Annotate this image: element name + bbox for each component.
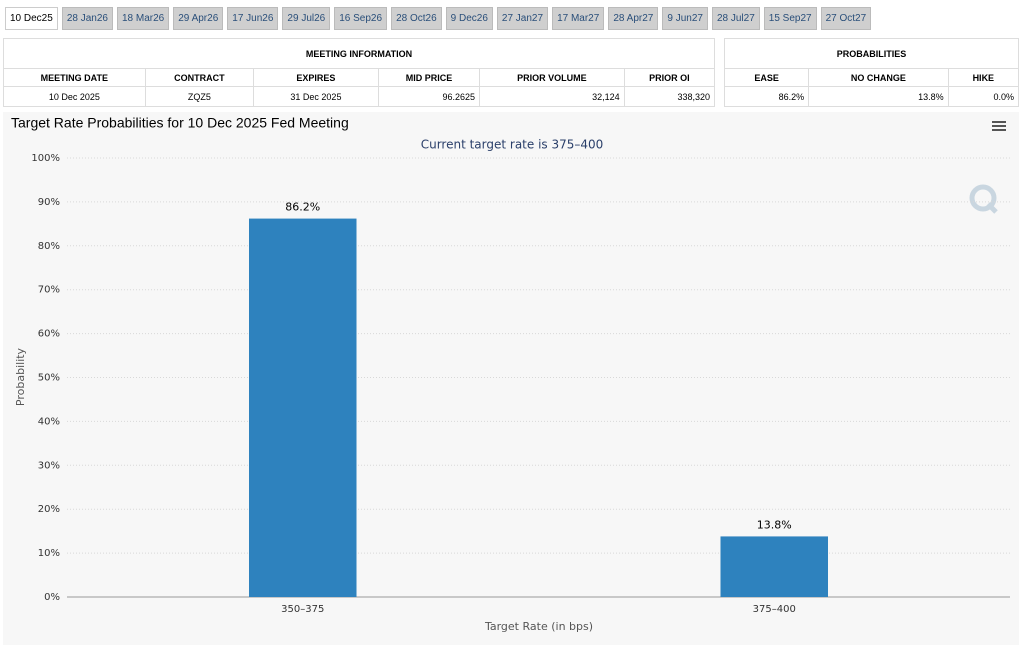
- y-tick-label: 50%: [38, 373, 60, 384]
- y-tick-label: 0%: [44, 592, 60, 603]
- column-header: EASE: [723, 68, 810, 87]
- tab[interactable]: 10 Dec25: [5, 7, 58, 30]
- column-header: PRIOR VOLUME: [479, 68, 625, 87]
- tab[interactable]: 27 Jan27: [496, 7, 549, 30]
- chart-subtitle: Current target rate is 375–400: [421, 138, 604, 152]
- tab[interactable]: 28 Oct26: [391, 7, 442, 30]
- header-row: MEETING DATE CONTRACT EXPIRES MID PRICE PRIO…: [3, 68, 716, 87]
- data-row: 10 Dec 2025 ZQZ5 31 Dec 2025 96.2625 32,124 3…: [3, 86, 716, 107]
- data-row: 86.2% 13.8% 0.0%: [723, 86, 1020, 107]
- chart-panel: [3, 112, 1019, 645]
- tab[interactable]: 9 Jun27: [662, 7, 708, 30]
- y-tick-label: 10%: [38, 548, 60, 559]
- title-row: MEETING INFORMATION: [3, 38, 715, 69]
- tab[interactable]: 16 Sep26: [334, 7, 388, 30]
- meeting-info-table: MEETING INFORMATION MEETING DATE CONTRACT E…: [3, 38, 716, 107]
- cell: 338,320: [623, 86, 716, 107]
- y-tick-label: 70%: [38, 285, 60, 296]
- cell: ZQZ5: [144, 86, 254, 107]
- cell: 0.0%: [947, 86, 1020, 107]
- data-label: 13.8%: [757, 518, 792, 531]
- column-header: MID PRICE: [377, 68, 481, 87]
- tab[interactable]: 28 Apr27: [608, 7, 659, 30]
- cell: 31 Dec 2025: [252, 86, 379, 107]
- x-tick-label: 375–400: [753, 604, 796, 615]
- y-tick-label: 60%: [38, 329, 60, 340]
- column-header: MEETING DATE: [3, 68, 146, 87]
- column-header: CONTRACT: [144, 68, 254, 87]
- tab[interactable]: 29 Jul26: [282, 7, 331, 30]
- column-header: EXPIRES: [252, 68, 379, 87]
- x-axis-label: Target Rate (in bps): [484, 620, 593, 633]
- bar: [720, 536, 829, 597]
- cell: 96.2625: [377, 86, 481, 107]
- data-label: 86.2%: [285, 201, 320, 214]
- y-tick-label: 80%: [38, 241, 60, 252]
- column-header: HIKE: [947, 68, 1020, 87]
- logo: [969, 184, 998, 214]
- y-tick-label: 30%: [38, 460, 60, 471]
- tab[interactable]: 17 Mar27: [552, 7, 605, 30]
- tab[interactable]: 9 Dec26: [445, 7, 493, 30]
- y-tick-label: 40%: [38, 416, 60, 427]
- title-row: PROBABILITIES: [724, 38, 1019, 69]
- y-axis-label: Probability: [14, 347, 27, 406]
- x-tick-label: 350–375: [281, 604, 324, 615]
- tab[interactable]: 15 Sep27: [763, 7, 817, 30]
- column-header: PRIOR OI: [623, 68, 716, 87]
- tab[interactable]: 17 Jun26: [227, 7, 279, 30]
- table-title: MEETING INFORMATION: [3, 38, 715, 69]
- tab-bar: 10 Dec25 28 Jan26 18 Mar26 29 Apr26 17 Jun26…: [5, 7, 872, 30]
- tab[interactable]: 28 Jul27: [711, 7, 760, 30]
- cell: 13.8%: [808, 86, 949, 107]
- probabilities-table: PROBABILITIES EASE NO CHANGE HIKE 86.2% 13.8%…: [723, 38, 1020, 107]
- cell: 32,124: [479, 86, 625, 107]
- menu-icon[interactable]: [992, 121, 1006, 131]
- chart-title: Target Rate Probabilities for 10 Dec 202…: [11, 115, 349, 131]
- column-header: NO CHANGE: [808, 68, 949, 87]
- tab[interactable]: 28 Jan26: [61, 7, 113, 30]
- tab[interactable]: 29 Apr26: [173, 7, 224, 30]
- table-title: PROBABILITIES: [724, 38, 1019, 69]
- tab[interactable]: 27 Oct27: [820, 7, 872, 30]
- cell: 10 Dec 2025: [3, 86, 146, 107]
- cell: 86.2%: [723, 86, 810, 107]
- chart: Target Rate Probabilities for 10 Dec 202…: [3, 112, 1019, 645]
- y-tick-label: 20%: [38, 504, 60, 515]
- y-tick-label: 100%: [31, 153, 60, 164]
- bar: [248, 218, 357, 597]
- y-tick-label: 90%: [38, 197, 60, 208]
- header-row: EASE NO CHANGE HIKE: [723, 68, 1020, 87]
- tab[interactable]: 18 Mar26: [116, 7, 170, 30]
